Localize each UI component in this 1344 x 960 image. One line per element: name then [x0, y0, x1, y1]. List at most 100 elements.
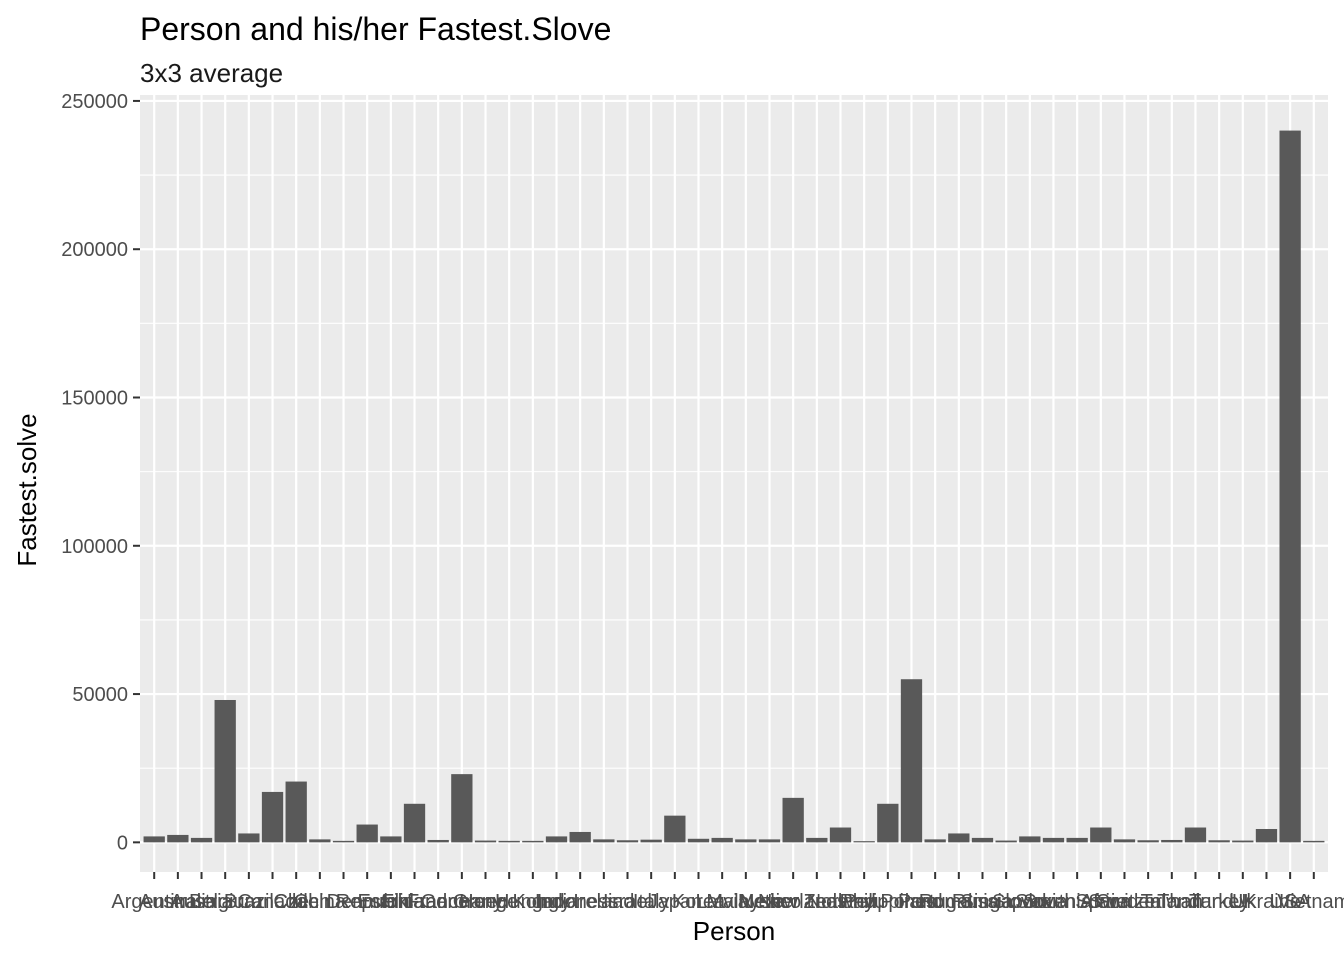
- x-tick-label: Philippines: [839, 891, 936, 913]
- bar: [1090, 827, 1112, 843]
- x-tick-label: Chile: [273, 891, 319, 913]
- chart-title: Person and his/her Fastest.Slove: [140, 11, 611, 47]
- y-axis: 0 50000 100000 150000 200000 250000: [61, 91, 140, 854]
- x-tick-label: Japan: [648, 891, 703, 913]
- x-tick-label: Italy: [633, 891, 670, 913]
- bar: [1066, 837, 1088, 843]
- bar: [1232, 840, 1254, 843]
- bar: [498, 840, 520, 843]
- x-tick-label: Switzerland: [1096, 891, 1199, 913]
- bar: [616, 840, 639, 843]
- x-tick-label: Peru: [843, 891, 885, 913]
- x-tick-label: Canada: [237, 891, 308, 913]
- x-tick-label: Norway: [807, 891, 875, 913]
- bar: [971, 837, 994, 843]
- bar: [190, 837, 213, 843]
- plot-panel: [140, 95, 1328, 872]
- x-tick-label: UK: [1229, 891, 1257, 913]
- y-tick-label: 50000: [72, 684, 128, 706]
- x-tick-label: Russia: [952, 891, 1014, 913]
- bar: [735, 839, 757, 843]
- bar: [1137, 840, 1159, 843]
- bar: [545, 836, 568, 843]
- bar: [427, 839, 449, 843]
- x-tick-label: Hong Kong: [459, 891, 559, 913]
- x-axis: ArgentinaAustraliaAustriaBelgiumBrazilCa…: [111, 872, 1344, 913]
- x-tick-label: Ireland: [573, 891, 634, 913]
- bar: [829, 827, 852, 843]
- bar: [782, 797, 804, 843]
- bar: [474, 840, 497, 843]
- x-tick-label: Netherlands: [739, 891, 847, 913]
- bar: [1279, 130, 1301, 843]
- x-tick-label: Slovenia: [1015, 891, 1093, 913]
- bar: [1184, 827, 1207, 843]
- bar: [711, 837, 733, 843]
- bars: [143, 130, 1325, 843]
- x-tick-label: Denmark: [327, 891, 409, 913]
- x-tick-label: South Africa: [1023, 891, 1132, 913]
- x-tick-label: Austria: [170, 891, 233, 913]
- y-tick-label: 150000: [61, 387, 128, 409]
- x-tick-label: Poland: [880, 891, 942, 913]
- x-tick-label: Taiwan: [1141, 891, 1203, 913]
- bar: [1019, 836, 1041, 843]
- x-tick-label: France: [407, 891, 469, 913]
- x-tick-label: Mexico: [738, 891, 801, 913]
- y-tick-label: 0: [117, 832, 128, 854]
- bar: [853, 841, 875, 843]
- bar: [877, 803, 899, 843]
- bar: [664, 815, 686, 843]
- y-tick-label: 250000: [61, 91, 128, 113]
- bar: [214, 699, 236, 843]
- bar: [380, 836, 402, 843]
- x-tick-label: Sweden: [1088, 891, 1160, 913]
- bar: [309, 839, 331, 843]
- x-tick-label: Slovakia: [992, 891, 1068, 913]
- x-tick-label: Spain: [1075, 891, 1126, 913]
- bar: [593, 839, 615, 843]
- x-tick-label: Romania: [919, 891, 1000, 913]
- x-tick-label: Australia: [139, 891, 218, 913]
- x-tick-label: Turkey: [1189, 891, 1249, 913]
- bar: [1113, 839, 1136, 843]
- x-tick-label: Singapore: [961, 891, 1052, 913]
- bar: [1161, 839, 1183, 843]
- x-tick-label: Thailand: [1157, 891, 1234, 913]
- x-tick-label: Czech Republic: [273, 891, 413, 913]
- x-tick-label: Israel: [603, 891, 652, 913]
- x-tick-label: Argentina: [111, 891, 197, 913]
- bar: [143, 836, 165, 843]
- x-tick-label: USA: [1270, 891, 1312, 913]
- bar: [1042, 837, 1065, 843]
- x-tick-label: Latvia: [695, 891, 749, 913]
- x-tick-label: Estonia: [357, 891, 425, 913]
- bar: [924, 839, 946, 843]
- x-tick-label: Ukraine: [1232, 891, 1301, 913]
- bar: [640, 839, 662, 843]
- y-tick-label: 200000: [61, 239, 128, 261]
- x-tick-label: China: [294, 891, 347, 913]
- x-tick-label: Indonesia: [537, 891, 625, 913]
- bar: [569, 831, 591, 843]
- bar: [261, 791, 284, 843]
- bar: [687, 838, 710, 843]
- bar: [238, 833, 260, 843]
- y-tick-label: 100000: [61, 536, 128, 558]
- x-tick-label: Korea: [672, 891, 726, 913]
- x-tick-label: Brazil: [224, 891, 274, 913]
- bar: [900, 679, 923, 843]
- bar: [403, 803, 426, 843]
- bar: [948, 833, 970, 843]
- x-tick-label: Portugal: [898, 891, 973, 913]
- bar: [758, 839, 781, 843]
- x-tick-label: Greece: [453, 891, 519, 913]
- bar: [356, 824, 378, 843]
- bar: [1208, 840, 1230, 843]
- bar: [167, 834, 189, 843]
- x-axis-title: Person: [693, 916, 775, 946]
- x-tick-label: India: [535, 891, 579, 913]
- bar: [1255, 828, 1278, 843]
- x-tick-label: Germany: [421, 891, 503, 913]
